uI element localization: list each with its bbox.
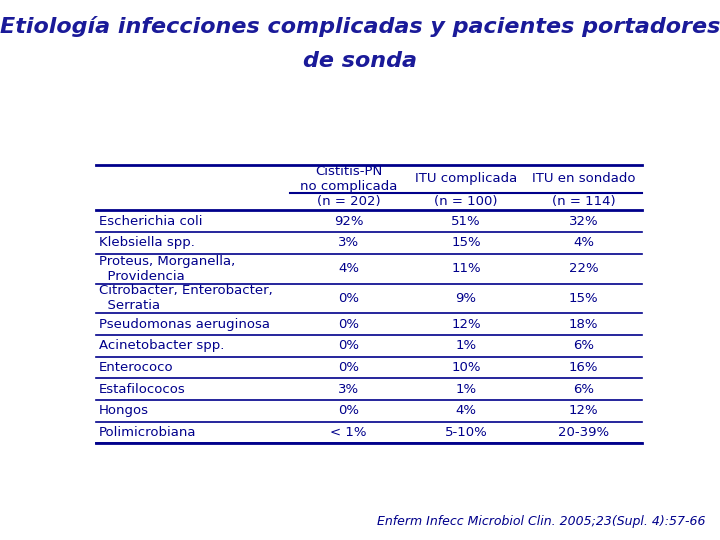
Text: 9%: 9% [456,292,477,305]
Bar [96,232,642,254]
Text: 10%: 10% [451,361,481,374]
Text: 32%: 32% [569,214,598,228]
Text: Cistitis-PN
no complicada: Cistitis-PN no complicada [300,165,397,193]
Text: Escherichia coli: Escherichia coli [99,214,202,228]
Text: 18%: 18% [569,318,598,331]
Text: 12%: 12% [569,404,598,417]
Bar [96,357,642,379]
Text: 4%: 4% [338,262,359,275]
Text: 15%: 15% [451,237,481,249]
Text: Citrobacter, Enterobacter,
  Serratia: Citrobacter, Enterobacter, Serratia [99,285,273,313]
Bar [96,211,642,232]
Text: 1%: 1% [456,339,477,353]
Text: Acinetobacter spp.: Acinetobacter spp. [99,339,225,353]
Text: 51%: 51% [451,214,481,228]
Text: 12%: 12% [451,318,481,331]
Bar [96,422,642,443]
Text: 0%: 0% [338,318,359,331]
Text: Polimicrobiana: Polimicrobiana [99,426,197,439]
Text: Proteus, Morganella,
  Providencia: Proteus, Morganella, Providencia [99,254,235,282]
Bar [96,335,642,357]
Text: Enferm Infecc Microbiol Clin. 2005;23(Supl. 4):57-66: Enferm Infecc Microbiol Clin. 2005;23(Su… [377,515,706,528]
Bar [96,284,642,313]
Text: 20-39%: 20-39% [558,426,609,439]
Text: 4%: 4% [573,237,594,249]
Text: ITU en sondado: ITU en sondado [532,172,635,185]
Text: 0%: 0% [338,292,359,305]
Text: 6%: 6% [573,383,594,396]
Text: 1%: 1% [456,383,477,396]
Text: Etiología infecciones complicadas y pacientes portadores: Etiología infecciones complicadas y paci… [0,16,720,37]
Bar [96,254,642,284]
Text: (n = 114): (n = 114) [552,195,616,208]
Bar [96,379,642,400]
Text: Klebsiella spp.: Klebsiella spp. [99,237,195,249]
Text: de sonda: de sonda [303,51,417,71]
Text: 0%: 0% [338,404,359,417]
Text: 3%: 3% [338,383,359,396]
Text: Estafilococos: Estafilococos [99,383,186,396]
Text: 0%: 0% [338,361,359,374]
Text: ITU complicada: ITU complicada [415,172,517,185]
Text: 4%: 4% [456,404,477,417]
Text: Enterococo: Enterococo [99,361,174,374]
Text: 0%: 0% [338,339,359,353]
Text: 11%: 11% [451,262,481,275]
Text: 3%: 3% [338,237,359,249]
Text: 22%: 22% [569,262,598,275]
Bar [96,313,642,335]
Text: < 1%: < 1% [330,426,366,439]
Bar [96,165,642,211]
Text: 92%: 92% [334,214,364,228]
Text: (n = 202): (n = 202) [317,195,380,208]
Text: 16%: 16% [569,361,598,374]
Text: (n = 100): (n = 100) [434,195,498,208]
Text: 15%: 15% [569,292,598,305]
Text: 6%: 6% [573,339,594,353]
Text: Hongos: Hongos [99,404,149,417]
Text: 5-10%: 5-10% [445,426,487,439]
Text: Pseudomonas aeruginosa: Pseudomonas aeruginosa [99,318,270,331]
Bar [96,400,642,422]
